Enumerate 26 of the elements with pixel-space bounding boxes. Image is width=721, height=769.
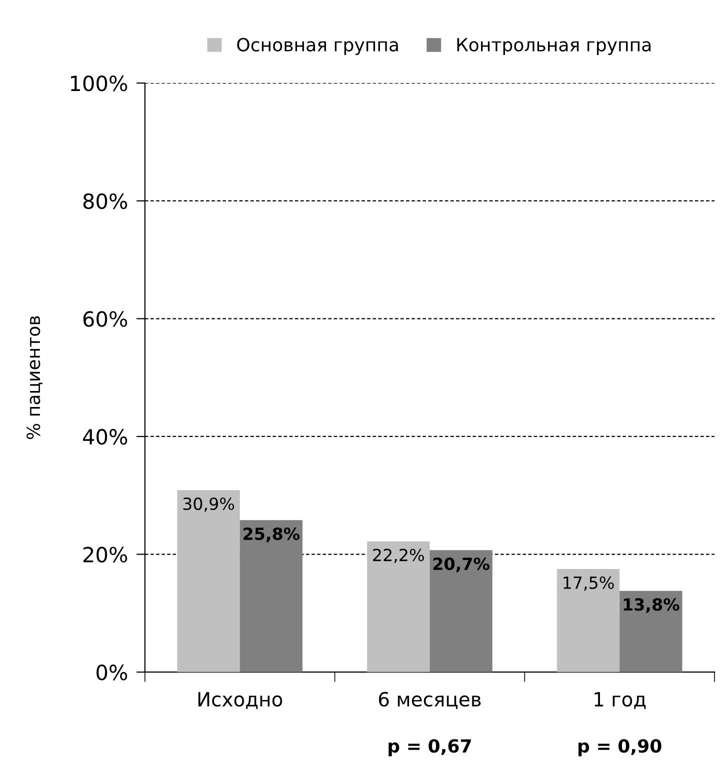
x-tick-label: 1 год: [594, 692, 646, 710]
bar: [367, 541, 430, 672]
data-label: 22,2%: [373, 548, 424, 564]
bar: [430, 550, 492, 672]
y-tick-label: 20%: [83, 546, 128, 563]
y-tick-label: 0%: [96, 664, 128, 680]
y-axis-title: % пациентов: [26, 316, 42, 440]
y-tick-label: 60%: [83, 311, 128, 327]
legend-label: Основная группа: [237, 38, 398, 56]
data-label: 20,7%: [433, 558, 490, 572]
data-label: 25,8%: [244, 527, 300, 542]
y-tick-label: 100%: [70, 76, 128, 92]
bar: [177, 490, 240, 672]
x-tick-label: Исходно: [198, 692, 282, 710]
bar: [240, 520, 303, 672]
bar: [556, 569, 620, 672]
text: p = 0,90: [578, 739, 662, 756]
data-label: 13,8%: [624, 598, 680, 613]
x-tick-label: 6 месяцев: [378, 692, 481, 710]
data-label: 30,9%: [183, 497, 234, 512]
y-tick-label: 40%: [82, 428, 128, 445]
legend-label: Контрольная группа: [457, 38, 651, 56]
bar: [620, 590, 682, 672]
data-label: 17,5%: [564, 576, 614, 591]
text: p = 0,67: [388, 739, 471, 756]
y-tick-label: 80%: [83, 193, 128, 210]
